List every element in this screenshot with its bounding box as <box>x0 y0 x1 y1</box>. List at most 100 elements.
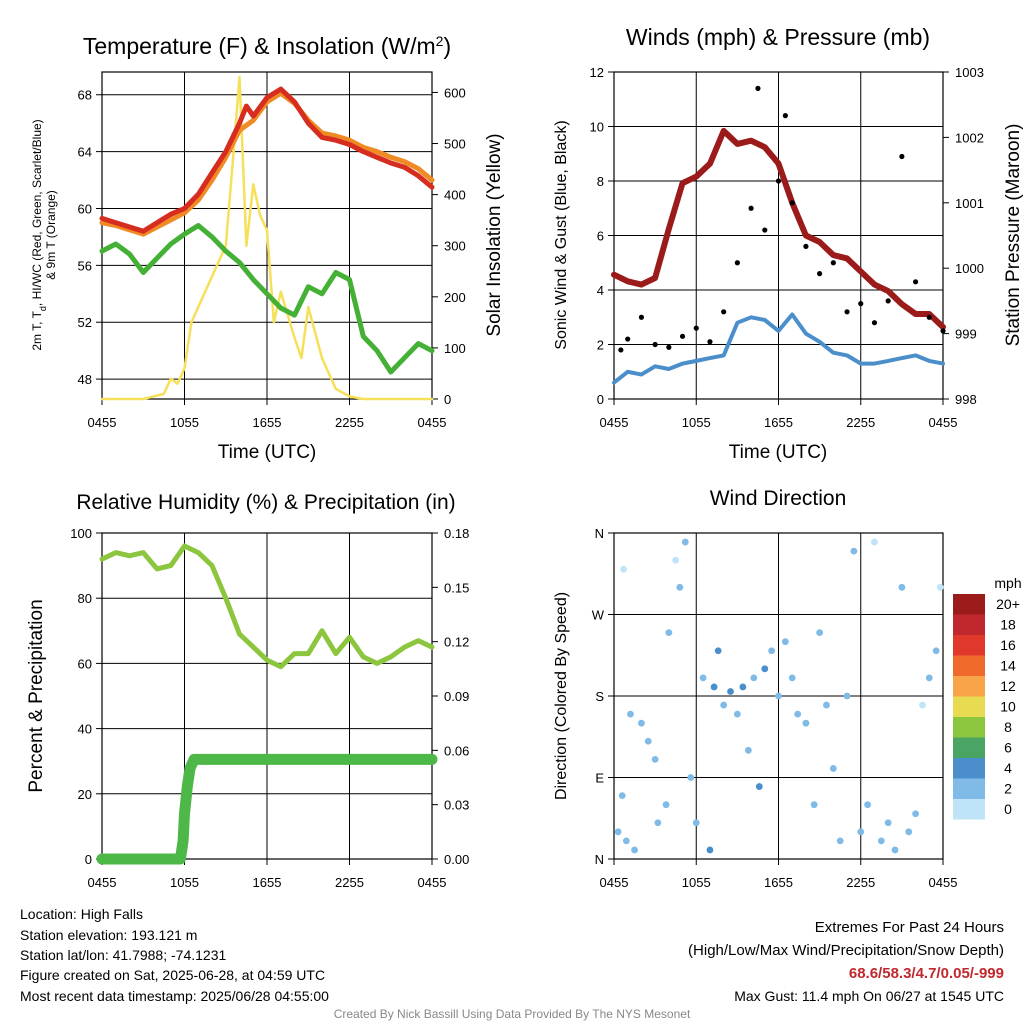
gust-point <box>618 347 624 353</box>
wind-direction-point <box>699 674 707 682</box>
humidity-y-tick-label: 40 <box>78 722 92 737</box>
gust-point <box>858 301 864 307</box>
gust-point <box>940 328 946 334</box>
gust-point <box>693 325 699 331</box>
temperature-y-tick-label: 64 <box>78 145 92 160</box>
legend-swatch <box>953 778 985 799</box>
winds-x-axis-label: Time (UTC) <box>729 442 828 463</box>
temperature-y2-tick-label: 300 <box>444 239 466 254</box>
wind-direction-point <box>620 565 627 573</box>
temperature-title-main: Temperature (F) & Insolation (W/m <box>83 33 436 59</box>
gust-point <box>830 260 836 266</box>
temperature-title-sup: 2 <box>436 33 444 49</box>
temperature-y2-tick-label: 600 <box>444 85 466 100</box>
winds-y-tick-label: 8 <box>597 174 604 189</box>
gust-point <box>817 271 823 277</box>
precipitation-line <box>96 753 438 865</box>
legend-swatch <box>953 655 985 676</box>
legend-title: mph <box>994 575 1021 591</box>
legend-swatch <box>953 799 985 820</box>
wind-direction-point <box>905 828 913 836</box>
wind-direction-point <box>802 719 810 727</box>
temperature-x-tick-label: 0455 <box>418 415 447 430</box>
winds-y-tick-label: 12 <box>590 65 604 80</box>
wind-direction-point <box>781 638 789 646</box>
gust-point <box>782 113 788 119</box>
legend-swatch <box>953 737 985 758</box>
wind-direction-point <box>871 538 878 546</box>
gust-point <box>748 205 754 211</box>
winds-y2-tick-label: 998 <box>955 392 977 407</box>
humidity-y2-tick-label: 0.03 <box>444 798 469 813</box>
gust-point <box>721 309 727 315</box>
wind-direction-point <box>727 688 734 695</box>
wind-direction-point <box>850 547 858 555</box>
temperature-title-end: ) <box>443 33 451 59</box>
wind-direction-point <box>654 819 662 827</box>
temperature-y2-tick-label: 500 <box>444 137 466 152</box>
humidity-plot-frame <box>101 532 433 860</box>
wind-direction-point <box>614 828 622 836</box>
gust-point <box>734 260 740 266</box>
wind-direction-point <box>829 765 837 772</box>
temperature-y2-tick-label: 100 <box>444 341 466 356</box>
humidity-y2-tick-label: 0.15 <box>444 580 469 595</box>
dew-point-line <box>99 223 435 375</box>
temperature-y-tick-label: 60 <box>78 201 92 216</box>
legend-label: 8 <box>1004 719 1012 735</box>
humidity-x-tick-label: 0455 <box>418 875 447 890</box>
sonic-wind-line <box>612 312 945 385</box>
wind-direction-point <box>665 629 673 637</box>
humidity-x-tick-label: 1055 <box>170 875 199 890</box>
humidity-y-tick-label: 80 <box>78 591 92 606</box>
temperature-y-tick-label: 68 <box>78 88 92 103</box>
humidity-y2-tick-label: 0.18 <box>444 526 469 541</box>
temperature-plot-frame <box>101 71 433 400</box>
humidity-x-tick-label: 1655 <box>253 875 282 890</box>
info-latlon: Station lat/lon: 41.7988; -74.1231 <box>20 947 227 963</box>
wind-direction-point <box>823 701 830 709</box>
extremes-title: Extremes For Past 24 Hours <box>814 919 1004 936</box>
wind-direction-point <box>877 837 885 845</box>
winds-x-tick-label: 0455 <box>600 415 629 430</box>
legend-label: 12 <box>1000 678 1016 694</box>
legend-label: 20+ <box>996 596 1020 612</box>
wind-direction-point <box>676 583 684 591</box>
temperature-y-tick-label: 52 <box>78 315 92 330</box>
wind-direction-point <box>687 774 695 781</box>
legend-swatch <box>953 696 985 717</box>
wind-direction-point <box>631 846 638 854</box>
direction-x-tick-label: 1655 <box>764 875 793 890</box>
humidity-panel: Relative Humidity (%) & Precipitation (i… <box>26 491 469 890</box>
winds-x-tick-label: 1655 <box>764 415 793 430</box>
info-recent: Most recent data timestamp: 2025/06/28 0… <box>20 988 329 1004</box>
wind-direction-point <box>810 801 818 809</box>
legend-label: 10 <box>1000 699 1016 715</box>
gust-point <box>652 341 658 348</box>
wind-direction-point <box>864 801 872 809</box>
wind-direction-point <box>692 819 700 827</box>
gust-point <box>679 333 686 339</box>
humidity-y2-tick-label: 0.12 <box>444 635 469 650</box>
wind-direction-point <box>720 701 728 709</box>
wind-direction-point <box>733 710 741 718</box>
temperature-y-axis-label: 2m T, Td, HI/WC (Red, Green, Scarlet/Blu… <box>30 119 48 350</box>
humidity-y2-tick-label: 0.09 <box>444 689 469 704</box>
direction-x-tick-label: 0455 <box>929 875 958 890</box>
legend-label: 0 <box>1004 801 1012 817</box>
max-gust: Max Gust: 11.4 mph On 06/27 at 1545 UTC <box>734 988 1004 1004</box>
wind-direction-point <box>618 792 626 800</box>
station-pressure-line <box>611 127 946 331</box>
legend-swatch <box>953 717 985 738</box>
humidity-x-tick-label: 2255 <box>335 875 364 890</box>
temperature-y2-tick-label: 200 <box>444 290 466 305</box>
nine-meter-temperature-line <box>99 90 435 237</box>
wind-direction-point <box>681 538 689 546</box>
legend-label: 4 <box>1004 760 1012 776</box>
humidity-y2-tick-label: 0.06 <box>444 743 469 758</box>
gust-point <box>912 279 919 285</box>
wind-direction-point <box>884 819 892 827</box>
gust-point <box>638 314 645 320</box>
humidity-y-axis-label: Percent & Precipitation <box>26 599 47 792</box>
wind-direction-point <box>750 674 758 682</box>
